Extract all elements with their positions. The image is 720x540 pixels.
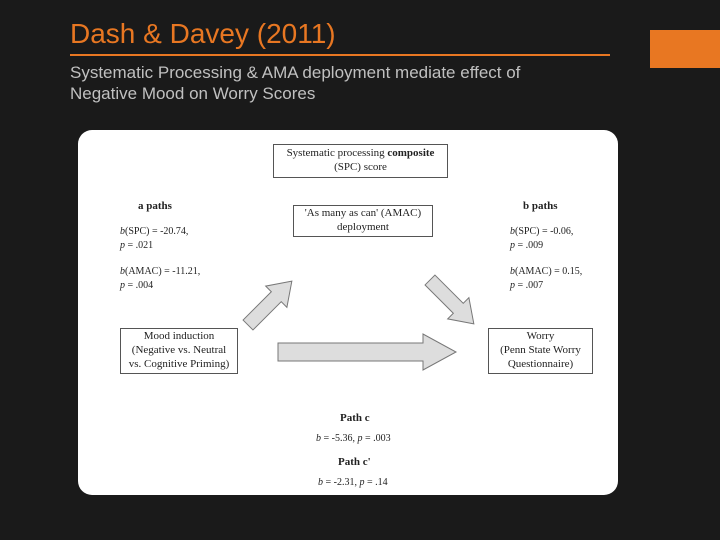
slide-subtitle: Systematic Processing & AMA deployment m… <box>0 56 560 105</box>
path-cp-stat: b = -2.31, p = .14 <box>318 476 388 490</box>
node-amac-line2: deployment <box>337 221 389 235</box>
path-cp-label: Path c' <box>338 456 371 468</box>
stat-b-spc: b(SPC) = -0.06, p = .009 <box>510 225 573 253</box>
node-spc-line1: Systematic processing composite <box>287 147 435 161</box>
node-amac-line1: 'As many as can' (AMAC) <box>305 207 421 221</box>
header-a-paths: a paths <box>138 200 172 212</box>
diagram-panel: Systematic processing composite (SPC) sc… <box>78 130 618 495</box>
arrow-mood-to-mediators <box>237 271 302 336</box>
node-spc-line2: (SPC) score <box>334 161 387 175</box>
node-worry-line2: (Penn State Worry <box>500 344 581 358</box>
node-mood-line2: (Negative vs. Neutral <box>132 344 226 358</box>
slide-title: Dash & Davey (2011) <box>70 18 610 50</box>
node-mood: Mood induction (Negative vs. Neutral vs.… <box>120 328 238 374</box>
path-c-label: Path c <box>340 412 370 424</box>
arrow-mediators-to-worry <box>419 269 484 334</box>
accent-corner <box>650 30 720 68</box>
stat-a-amac: b(AMAC) = -11.21, p = .004 <box>120 265 200 293</box>
title-region: Dash & Davey (2011) <box>70 0 610 56</box>
node-worry-line1: Worry <box>527 330 555 344</box>
node-mood-line1: Mood induction <box>144 330 215 344</box>
node-worry: Worry (Penn State Worry Questionnaire) <box>488 328 593 374</box>
path-c-stat: b = -5.36, p = .003 <box>316 432 391 446</box>
node-worry-line3: Questionnaire) <box>508 358 573 372</box>
node-mood-line3: vs. Cognitive Priming) <box>129 358 230 372</box>
node-amac: 'As many as can' (AMAC) deployment <box>293 205 433 237</box>
arrow-mood-to-worry <box>278 334 456 370</box>
node-spc: Systematic processing composite (SPC) sc… <box>273 144 448 178</box>
stat-b-amac: b(AMAC) = 0.15, p = .007 <box>510 265 582 293</box>
header-b-paths: b paths <box>523 200 558 212</box>
stat-a-spc: b(SPC) = b(SPC) = -20.74,-20.74, p = .02… <box>120 225 188 253</box>
